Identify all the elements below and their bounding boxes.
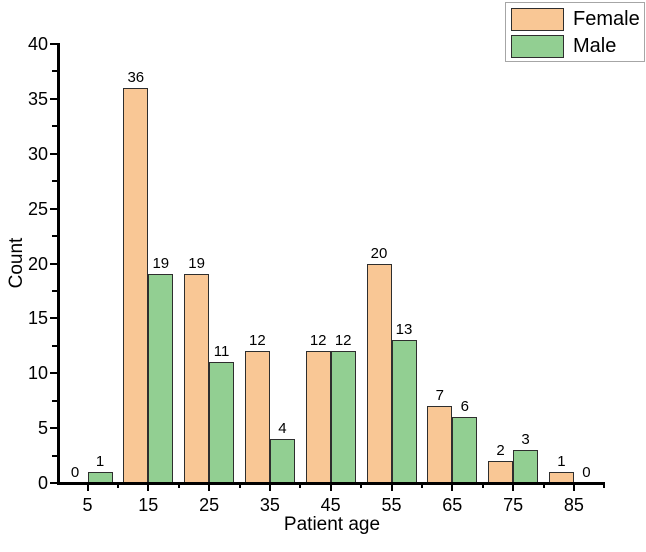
legend-label-male: Male bbox=[573, 35, 617, 57]
y-axis-line bbox=[57, 43, 60, 484]
y-tick-label: 40 bbox=[27, 34, 48, 54]
bar-value-label: 13 bbox=[395, 321, 413, 339]
bar-value-label: 19 bbox=[188, 255, 205, 273]
bar-value-label: 0 bbox=[70, 464, 80, 481]
legend-item-female: Female bbox=[511, 6, 644, 33]
y-tick-label: 25 bbox=[27, 198, 48, 219]
y-minor-tick bbox=[52, 235, 57, 238]
x-major-tick bbox=[147, 483, 150, 491]
bar-male-65 bbox=[452, 417, 478, 483]
legend: Female Male bbox=[505, 2, 645, 62]
x-major-tick bbox=[268, 483, 271, 491]
x-major-tick bbox=[208, 483, 211, 491]
bar-female-65 bbox=[427, 406, 453, 483]
y-tick-label: 35 bbox=[27, 88, 48, 109]
x-major-tick bbox=[390, 483, 393, 491]
x-major-tick bbox=[512, 483, 515, 491]
x-tick-label: 35 bbox=[259, 495, 280, 515]
y-major-tick bbox=[50, 207, 57, 210]
y-tick-label: 10 bbox=[27, 363, 48, 384]
legend-label-female: Female bbox=[573, 8, 640, 30]
x-tick-label: 25 bbox=[199, 495, 220, 515]
bar-value-label: 4 bbox=[278, 420, 287, 438]
y-major-tick bbox=[50, 427, 57, 430]
x-tick-label: 75 bbox=[503, 495, 524, 515]
y-minor-tick bbox=[52, 454, 57, 457]
y-tick-label: 0 bbox=[37, 473, 48, 493]
y-minor-tick bbox=[52, 125, 57, 128]
bar-male-55 bbox=[391, 340, 417, 483]
x-tick-label: 55 bbox=[381, 495, 402, 515]
y-tick-label: 15 bbox=[27, 308, 48, 329]
x-major-tick bbox=[451, 483, 454, 491]
x-minor-tick bbox=[603, 483, 606, 488]
y-major-tick bbox=[50, 262, 57, 265]
bar-female-25 bbox=[184, 274, 210, 483]
x-minor-tick bbox=[360, 483, 363, 488]
x-minor-tick bbox=[116, 483, 119, 488]
y-major-tick bbox=[50, 372, 57, 375]
bar-male-25 bbox=[209, 362, 235, 483]
bar-value-label: 3 bbox=[521, 431, 530, 449]
y-major-tick bbox=[50, 317, 57, 320]
bar-value-label: 6 bbox=[460, 398, 469, 416]
y-minor-tick bbox=[52, 399, 57, 402]
bar-value-label: 11 bbox=[213, 343, 230, 361]
x-minor-tick bbox=[481, 483, 484, 488]
x-tick-label: 65 bbox=[442, 495, 463, 515]
bar-value-label: 7 bbox=[435, 387, 444, 405]
y-tick-label: 5 bbox=[37, 418, 48, 439]
bar-female-75 bbox=[488, 461, 514, 483]
x-major-tick bbox=[572, 483, 575, 491]
x-major-tick bbox=[329, 483, 332, 491]
y-major-tick bbox=[50, 482, 57, 484]
x-minor-tick bbox=[299, 483, 302, 488]
y-minor-tick bbox=[52, 70, 57, 73]
bar-female-15 bbox=[123, 87, 149, 483]
legend-swatch-male bbox=[511, 35, 564, 58]
x-minor-tick bbox=[177, 483, 180, 488]
y-minor-tick bbox=[52, 180, 57, 183]
legend-item-male: Male bbox=[511, 33, 644, 60]
bar-male-45 bbox=[330, 351, 356, 483]
x-tick-label: 45 bbox=[320, 495, 341, 515]
y-major-tick bbox=[50, 152, 57, 155]
bar-value-label: 2 bbox=[496, 442, 505, 460]
bar-male-35 bbox=[269, 439, 295, 483]
x-minor-tick bbox=[420, 483, 423, 488]
legend-swatch-female bbox=[511, 8, 564, 31]
bar-female-45 bbox=[305, 351, 331, 483]
bar-value-label: 19 bbox=[152, 255, 170, 273]
plot-area: 0 5 10 15 20 25 30 35 40 5 15 25 35 45 55 65 75 85 0 36 19 12… bbox=[28, 34, 606, 515]
y-major-tick bbox=[50, 43, 57, 45]
bar-value-label: 1 bbox=[557, 453, 566, 471]
bar-female-55 bbox=[366, 263, 392, 483]
x-major-tick bbox=[86, 483, 89, 491]
bar-value-label: 0 bbox=[582, 464, 591, 481]
y-minor-tick bbox=[52, 289, 57, 292]
x-tick-label: 85 bbox=[563, 495, 584, 515]
y-tick-label: 30 bbox=[27, 143, 48, 164]
bar-value-label: 1 bbox=[95, 453, 105, 471]
x-minor-tick bbox=[238, 483, 241, 488]
x-axis-title: Patient age bbox=[283, 514, 381, 535]
x-minor-tick bbox=[542, 483, 545, 488]
bar-value-label: 20 bbox=[370, 244, 388, 262]
bar-value-label: 12 bbox=[309, 332, 327, 350]
bar-value-label: 12 bbox=[334, 332, 352, 350]
y-minor-tick bbox=[52, 344, 57, 347]
y-major-tick bbox=[50, 97, 57, 100]
x-tick-label: 15 bbox=[138, 495, 159, 515]
bar-value-label: 36 bbox=[127, 68, 145, 86]
bar-value-label: 12 bbox=[249, 332, 266, 350]
x-tick-label: 5 bbox=[82, 495, 93, 515]
y-tick-label: 20 bbox=[27, 253, 48, 274]
bar-female-35 bbox=[244, 351, 270, 483]
bar-male-15 bbox=[148, 274, 174, 483]
